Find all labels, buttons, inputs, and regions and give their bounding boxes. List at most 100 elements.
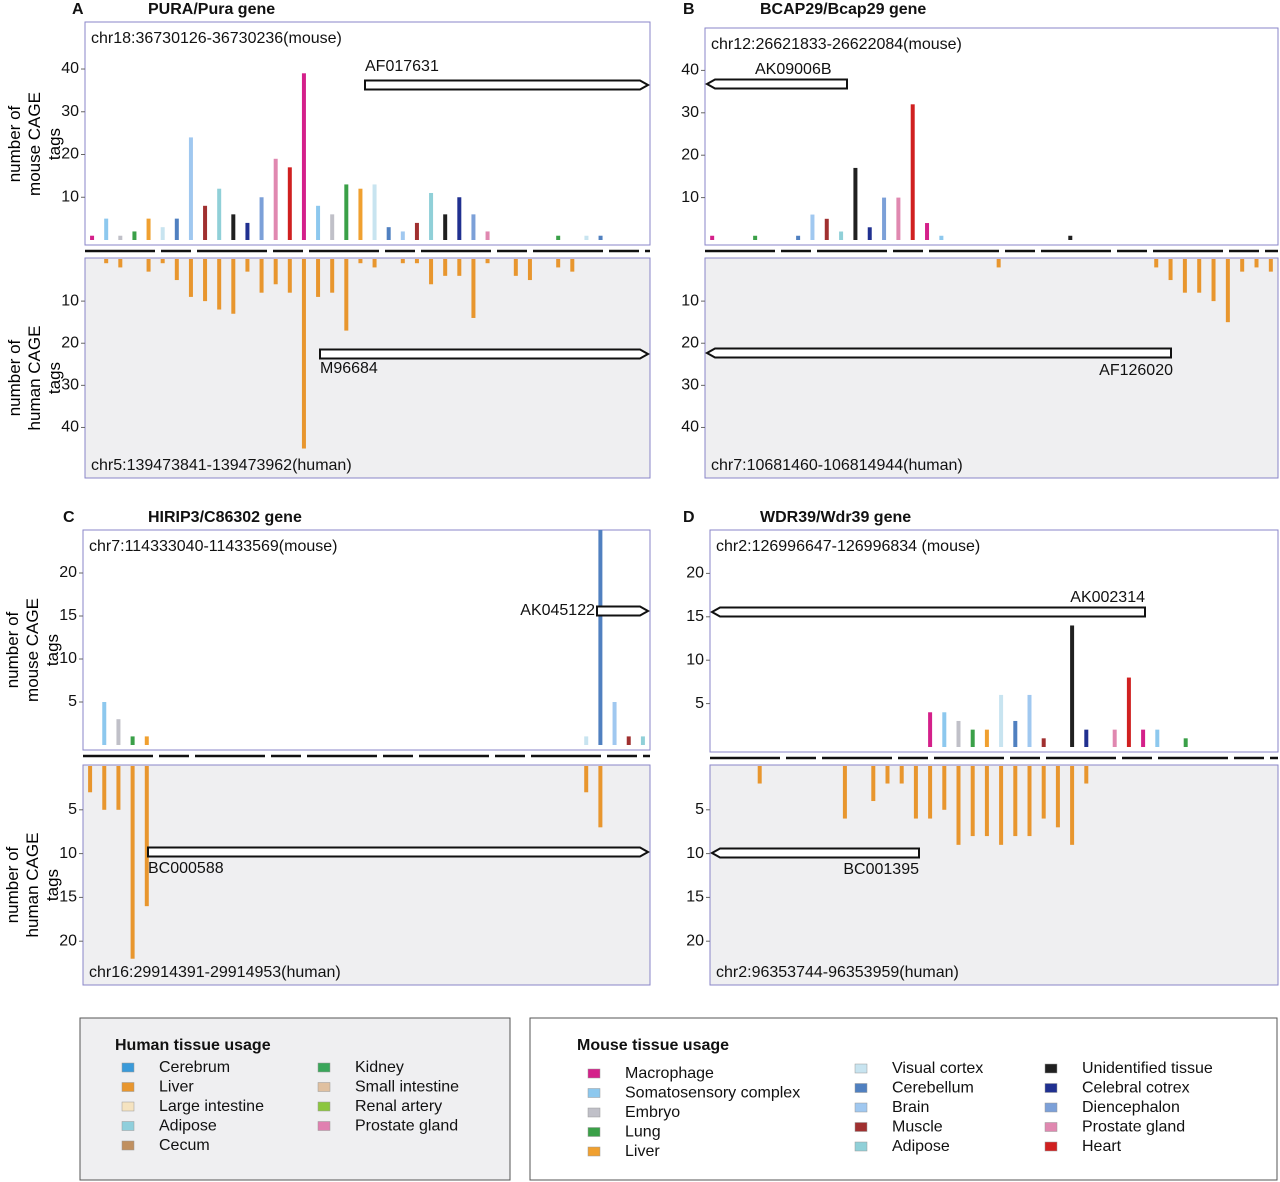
bar — [88, 766, 93, 793]
bar — [358, 188, 363, 240]
bar — [984, 729, 989, 747]
bar — [259, 259, 264, 293]
legend-label: Celebral cotrex — [1082, 1080, 1190, 1097]
bar — [116, 719, 121, 745]
y-tick-label: 40 — [61, 419, 79, 436]
track-box — [709, 764, 1279, 986]
legend-swatch — [854, 1102, 868, 1113]
y-tick-label: 30 — [61, 377, 79, 394]
transcript-label: AF017631 — [365, 58, 439, 75]
y-tick-label: 10 — [686, 845, 704, 862]
bar — [414, 222, 419, 240]
bar — [824, 218, 829, 240]
legend-swatch — [1044, 1122, 1058, 1132]
bar — [344, 184, 349, 240]
legend-swatch — [854, 1083, 868, 1093]
region-label: chr7:10681460-106814944(human) — [711, 457, 963, 474]
bar — [1126, 677, 1131, 747]
legend-label: Brain — [892, 1099, 929, 1116]
bar — [939, 235, 944, 240]
bar — [316, 205, 321, 240]
bar — [956, 720, 961, 747]
bar — [942, 712, 947, 747]
bar — [144, 766, 149, 907]
track-box — [82, 764, 651, 986]
legend-swatch — [587, 1107, 601, 1118]
bar — [1268, 259, 1273, 272]
y-tick-label: 20 — [61, 334, 79, 351]
bar — [471, 214, 476, 240]
bar — [1070, 766, 1075, 845]
bar — [1013, 766, 1018, 837]
bar — [970, 766, 975, 837]
bar — [1041, 738, 1046, 747]
legend-swatch — [1044, 1063, 1058, 1074]
legend-label: Heart — [1082, 1138, 1122, 1155]
y-tick-label: 5 — [68, 693, 77, 710]
bar — [344, 259, 349, 331]
bar — [245, 259, 250, 272]
region-label: chr18:36730126-36730236(mouse) — [91, 30, 342, 47]
bar — [104, 259, 109, 264]
y-tick-label: 40 — [61, 60, 79, 77]
y-tick-label: 20 — [681, 146, 699, 163]
bar — [1155, 729, 1160, 747]
legend-label: Large intestine — [159, 1098, 264, 1115]
bar — [429, 192, 434, 240]
legend-label: Cerebrum — [159, 1059, 230, 1076]
transcript-arrow — [704, 78, 848, 90]
panel-title: PURA/Pura gene — [148, 1, 275, 18]
bar — [118, 235, 123, 240]
legend-label: Kidney — [355, 1059, 404, 1076]
legend-label: Embryo — [625, 1104, 680, 1121]
legend-swatch — [317, 1121, 331, 1131]
bar — [231, 214, 236, 240]
legend-title: Human tissue usage — [115, 1037, 271, 1054]
transcript-arrow — [709, 847, 920, 859]
bar — [330, 214, 335, 240]
bar — [400, 259, 405, 264]
legend-label: Macrophage — [625, 1065, 714, 1082]
bar — [928, 712, 933, 747]
y-tick-label: 15 — [686, 608, 704, 625]
bar — [956, 766, 961, 845]
legend-label: Liver — [625, 1143, 660, 1160]
bar — [259, 197, 264, 240]
bar — [174, 259, 179, 281]
bar — [372, 259, 377, 268]
legend-swatch — [587, 1068, 601, 1079]
bar — [796, 235, 801, 240]
bar — [287, 259, 292, 293]
y-tick-label: 10 — [59, 845, 77, 862]
region-label: chr16:29914391-29914953(human) — [89, 964, 341, 981]
legend-swatch — [317, 1101, 331, 1112]
bar — [584, 736, 589, 745]
legend-swatch — [317, 1062, 331, 1073]
bar — [842, 766, 847, 819]
legend-swatch — [317, 1082, 331, 1092]
panel-letter: D — [683, 509, 695, 526]
bar — [130, 766, 135, 959]
bar — [273, 259, 278, 285]
bar — [386, 227, 391, 240]
bar — [358, 259, 363, 264]
bar — [485, 259, 490, 264]
y-tick-label: 10 — [681, 189, 699, 206]
bar — [102, 702, 107, 745]
legend-label: Cerebellum — [892, 1080, 974, 1097]
legend-label: Liver — [159, 1079, 194, 1096]
bar — [853, 167, 858, 240]
region-label: chr7:114333040-11433569(mouse) — [89, 538, 337, 555]
bar — [942, 766, 947, 810]
panel-title: BCAP29/Bcap29 gene — [760, 1, 926, 18]
legend-swatch — [121, 1062, 135, 1073]
bar — [1041, 766, 1046, 819]
bar — [584, 235, 589, 240]
y-tick-label: 5 — [695, 695, 704, 712]
bar — [885, 766, 890, 784]
legend-swatch — [587, 1127, 601, 1137]
panel-title: WDR39/Wdr39 gene — [760, 509, 911, 526]
bar — [217, 188, 222, 240]
bar — [287, 167, 292, 240]
bar — [429, 259, 434, 285]
